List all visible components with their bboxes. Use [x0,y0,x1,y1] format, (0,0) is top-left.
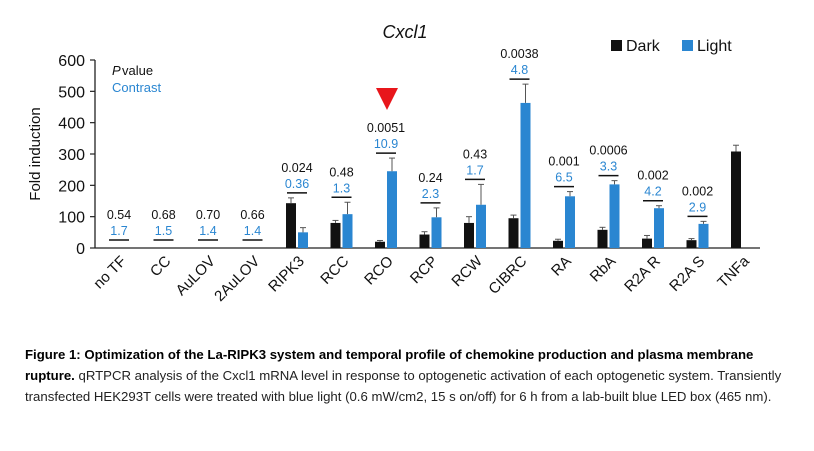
contrast-label: 4.8 [511,63,528,77]
contrast-label: 0.36 [285,177,309,191]
contrast-label: 1.7 [466,163,483,177]
p-value-label: 0.24 [418,171,442,185]
x-tick-label: RCP [407,253,441,287]
contrast-label: 1.7 [110,224,127,238]
caption-title: Figure 1: Optimization of the La-RIPK3 s… [25,347,754,383]
y-axis-label: Fold induction [27,107,44,200]
bar-light [654,208,664,248]
p-value-legend: P [112,63,121,78]
contrast-label: 1.3 [333,181,350,195]
x-tick-label: RCW [448,252,486,290]
bar-light [298,232,308,248]
bar-dark [597,229,608,248]
x-tick-label: RCO [361,253,397,289]
x-tick-label: CIBRC [485,253,530,298]
p-value-label: 0.43 [463,147,487,161]
bar-dark [286,203,296,248]
bar-dark [642,238,652,248]
contrast-label: 3.3 [600,160,617,174]
p-value-label: 0.48 [329,165,353,179]
p-value-legend-suffix: value [122,63,153,78]
bar-light [565,196,575,248]
x-tick-label: R2A S [666,253,708,295]
y-tick-label: 200 [58,178,85,195]
chart-title: Cxcl1 [382,22,427,42]
bar-dark [419,234,430,248]
y-tick-label: 600 [58,53,85,70]
bar-light [476,204,486,248]
x-tick-label: RCC [317,253,352,288]
p-value-label: 0.0006 [589,144,627,158]
bar-light [387,171,397,248]
bar-light [609,184,620,248]
x-tick-label: RIPK3 [265,253,308,296]
y-tick-label: 300 [58,147,85,164]
bar-chart: Cxcl1 0 100 200 300 400 500 600 Fold induction Da… [27,22,760,305]
x-tick-label: no TF [90,253,130,293]
legend-label-light: Light [697,38,732,55]
p-value-label: 0.0038 [500,47,538,61]
x-tick-label: 2AuLOV [211,253,263,305]
x-tick-label: R2A R [621,253,664,296]
contrast-label: 2.3 [422,187,439,201]
p-value-label: 0.001 [548,155,579,169]
bar-dark [553,240,563,248]
bar-dark [731,151,741,248]
contrast-label: 2.9 [689,200,706,214]
x-tick-label: TNFa [714,252,753,291]
contrast-label: 1.5 [155,224,172,238]
bar-dark [686,240,697,248]
contrast-label: 4.2 [644,185,661,199]
bar-dark [508,218,519,248]
bar-light [342,214,353,248]
bar-light [520,102,531,248]
highlight-arrow [376,88,398,110]
p-value-label: 0.024 [281,161,312,175]
legend-label-dark: Dark [626,38,661,55]
bar-light [698,223,709,248]
y-tick-label: 0 [76,241,85,258]
y-tick-label: 500 [58,84,85,101]
p-value-label: 0.66 [240,208,264,222]
contrast-label: 6.5 [555,171,572,185]
x-tick-label: RbA [587,253,620,286]
x-tick-label: CC [147,253,174,280]
figure-caption: Figure 1: Optimization of the La-RIPK3 s… [25,344,795,407]
p-value-label: 0.70 [196,208,220,222]
p-value-label: 0.002 [682,184,713,198]
y-tick-label: 400 [58,116,85,133]
p-value-label: 0.0051 [367,121,405,135]
contrast-legend: Contrast [112,80,162,95]
bar-dark [330,222,341,248]
p-value-label: 0.54 [107,208,131,222]
bar-dark [375,241,385,248]
y-tick-label: 100 [58,210,85,227]
legend-swatch-light [682,40,693,51]
bar-light [431,217,442,248]
x-tick-label: RA [548,253,575,280]
contrast-label: 1.4 [244,224,261,238]
caption-body: qRTPCR analysis of the Cxcl1 mRNA level … [25,368,782,404]
legend-swatch-dark [611,40,622,51]
bar-dark [464,222,474,248]
contrast-label: 10.9 [374,137,398,151]
p-value-label: 0.68 [151,208,175,222]
contrast-label: 1.4 [199,224,216,238]
p-value-label: 0.002 [637,169,668,183]
